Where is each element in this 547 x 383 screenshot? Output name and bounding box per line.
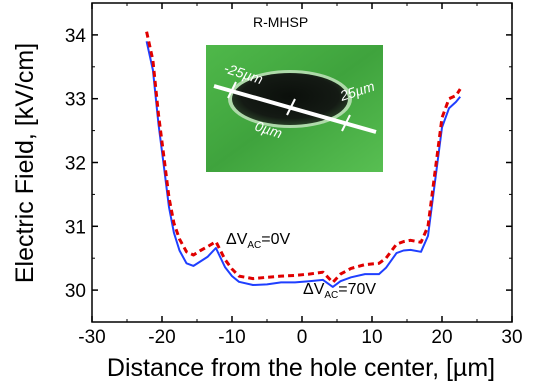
y-tick-label: 32 <box>65 154 86 175</box>
label-dv-70v: ΔVAC=70V <box>303 281 376 301</box>
inset-scale-line <box>213 84 377 134</box>
x-tick-label: -30 <box>78 327 105 348</box>
x-tick-label: 30 <box>501 327 522 348</box>
inset-tick-left <box>227 81 237 99</box>
x-tick-label: 0 <box>297 327 308 348</box>
y-tick-label: 31 <box>65 217 86 238</box>
inset-title: R-MHSP <box>253 14 308 30</box>
x-tick-label: 20 <box>431 327 452 348</box>
label-dv-70v-main: ΔV <box>303 281 325 298</box>
hole <box>232 73 348 125</box>
label-dv-70v-rest: =70V <box>338 281 376 298</box>
series-line-dv-0v <box>145 31 462 284</box>
x-tick-label: 10 <box>361 327 382 348</box>
x-tick-label: -20 <box>148 327 175 348</box>
label-dv-0v-sub: AC <box>247 240 261 251</box>
series-layer <box>145 31 462 288</box>
y-tick-label: 33 <box>65 90 86 111</box>
x-tick-label: -10 <box>218 327 245 348</box>
y-tick-label: 30 <box>65 281 86 302</box>
series-line-dv-70v <box>145 41 461 288</box>
inset-tick-right <box>341 114 351 132</box>
y-tick-label: 34 <box>65 26 87 47</box>
label-dv-0v-rest: =0V <box>261 231 290 248</box>
y-axis-title: Electric Field, [kV/cm] <box>11 43 39 283</box>
inset-tick-center <box>286 98 296 116</box>
label-dv-0v: ΔVAC=0V <box>226 231 291 251</box>
axes-layer: -30 -20 -10 0 10 20 30 30 31 32 33 34 <box>65 2 523 348</box>
inset-photo: -25µm 0µm 25µm R-MHSP <box>206 14 383 172</box>
label-dv-0v-main: ΔV <box>226 231 248 248</box>
label-dv-70v-sub: AC <box>324 290 338 301</box>
x-axis-title: Distance from the hole center, [µm] <box>107 354 495 382</box>
